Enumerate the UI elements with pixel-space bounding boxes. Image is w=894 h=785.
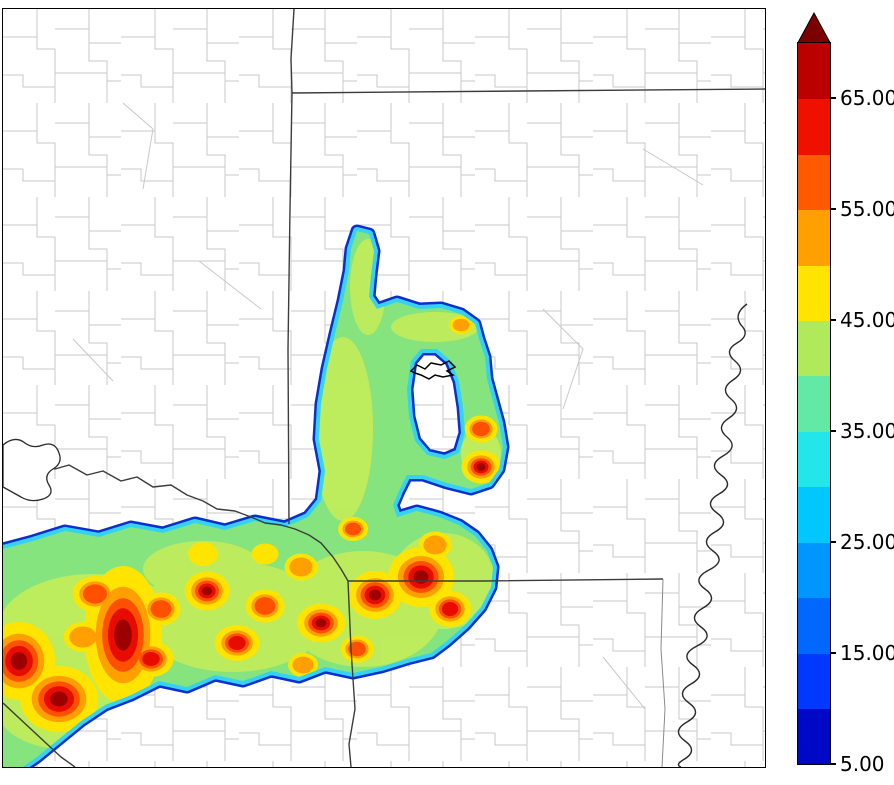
colorbar-tick [831,208,836,211]
colorbar-segment [798,542,830,599]
reflectivity-max [423,535,447,555]
colorbar-tick [831,430,836,433]
reflectivity-max [69,626,97,648]
colorbar-segment [798,320,830,377]
reflectivity-max [114,619,132,651]
county-extra-lines [72,102,704,710]
colorbar-tick-label: 65.00 [840,86,894,111]
colorbar-segment [798,98,830,155]
reflectivity-max [83,584,107,604]
colorbar-segment [798,153,830,211]
reflectivity-max [201,586,213,596]
reflectivity-max [441,602,459,616]
reflectivity-max [50,691,68,707]
colorbar-tick [831,319,836,322]
reflectivity-field [3,224,510,767]
colorbar-segment [798,264,830,321]
colorbar-extend-arrow [797,12,831,43]
reflectivity-max [315,618,327,628]
reflectivity-max [368,589,382,601]
colorbar-tick-label: 35.00 [840,419,894,444]
reflectivity-max [254,597,276,615]
reflectivity-max [188,542,218,566]
reflectivity-max [345,522,361,536]
state-borders [3,9,765,767]
colorbar-segment [798,653,830,710]
colorbar-tick-label: 25.00 [840,530,894,555]
map-panel [2,8,766,768]
reflectivity-max [150,600,172,618]
colorbar-tick [831,97,836,100]
colorbar-segment [798,708,830,764]
reflectivity-max [413,570,429,584]
colorbar-segment [798,431,830,488]
reservoir-squiggle [409,360,457,380]
river-meander [677,303,748,767]
colorbar: 65.00 55.00 45.00 35.00 25.00 15.00 5.00 [797,12,894,780]
colorbar-tick-label: 55.00 [840,197,894,222]
colorbar-segments [797,42,831,765]
colorbar-segment [798,597,830,654]
reflectivity-max [142,652,160,666]
lake-outline [3,438,61,502]
map-svg [3,9,765,767]
reflectivity-max [476,463,486,471]
colorbar-tick [831,763,836,765]
colorbar-tick-label: 5.00 [840,752,885,776]
reflectivity-max [289,557,313,577]
reflectivity-max [251,543,279,565]
reflectivity-max [472,421,490,437]
colorbar-segment [798,375,830,432]
colorbar-segment [798,43,830,100]
colorbar-tick [831,541,836,544]
reflectivity-max [452,318,470,332]
field-cores [3,316,501,732]
colorbar-tick-label: 45.00 [840,308,894,333]
colorbar-tick-label: 15.00 [840,641,894,666]
reflectivity-max [228,636,246,650]
water-features [3,303,748,767]
colorbar-tick [831,652,836,655]
reflectivity-max [348,641,366,657]
reflectivity-max [10,652,28,670]
colorbar-segment [798,486,830,543]
colorbar-segment [798,209,830,266]
reflectivity-max [292,656,314,674]
